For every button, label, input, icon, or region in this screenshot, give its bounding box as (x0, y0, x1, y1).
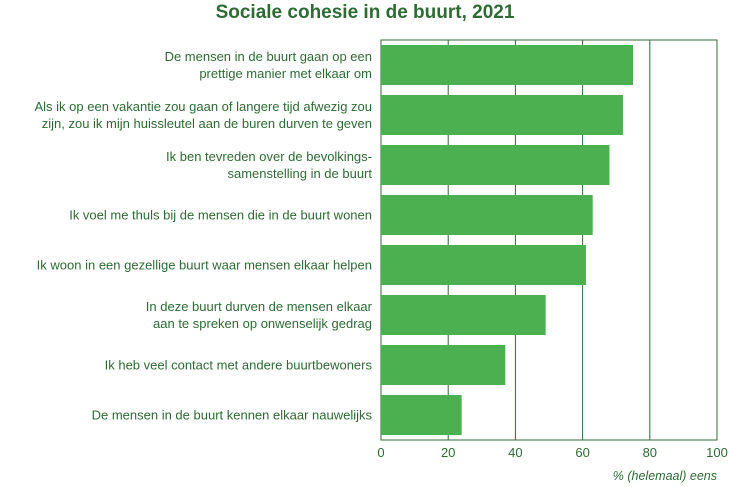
category-label: In deze buurt durven de mensen elkaar aan… (146, 299, 373, 331)
x-tick-label: 60 (575, 445, 589, 460)
x-tick-label: 0 (377, 445, 384, 460)
category-label: De mensen in de buurt gaan op een prettig… (165, 49, 372, 81)
bar (381, 45, 633, 85)
bar (381, 395, 462, 435)
category-label: Als ik op een vakantie zou gaan of lange… (35, 99, 373, 131)
x-tick-label: 20 (441, 445, 455, 460)
category-label: Ik woon in een gezellige buurt waar mens… (37, 258, 372, 273)
x-tick-label: 100 (706, 445, 728, 460)
category-label: Ik ben tevreden over de bevolkings-samen… (166, 149, 372, 181)
category-label: De mensen in de buurt kennen elkaar nauw… (92, 408, 373, 423)
bar (381, 95, 623, 135)
x-axis-label: % (helemaal) eens (613, 469, 717, 483)
category-label: Ik voel me thuls bij de mensen die in de… (69, 208, 372, 223)
chart-title: Sociale cohesie in de buurt, 2021 (215, 2, 515, 23)
x-tick-label: 80 (643, 445, 657, 460)
bar (381, 245, 586, 285)
bar (381, 295, 546, 335)
x-tick-label: 40 (508, 445, 522, 460)
bar (381, 145, 610, 185)
bar (381, 195, 593, 235)
category-label: Ik heb veel contact met andere buurtbewo… (105, 358, 373, 373)
bar (381, 345, 506, 385)
